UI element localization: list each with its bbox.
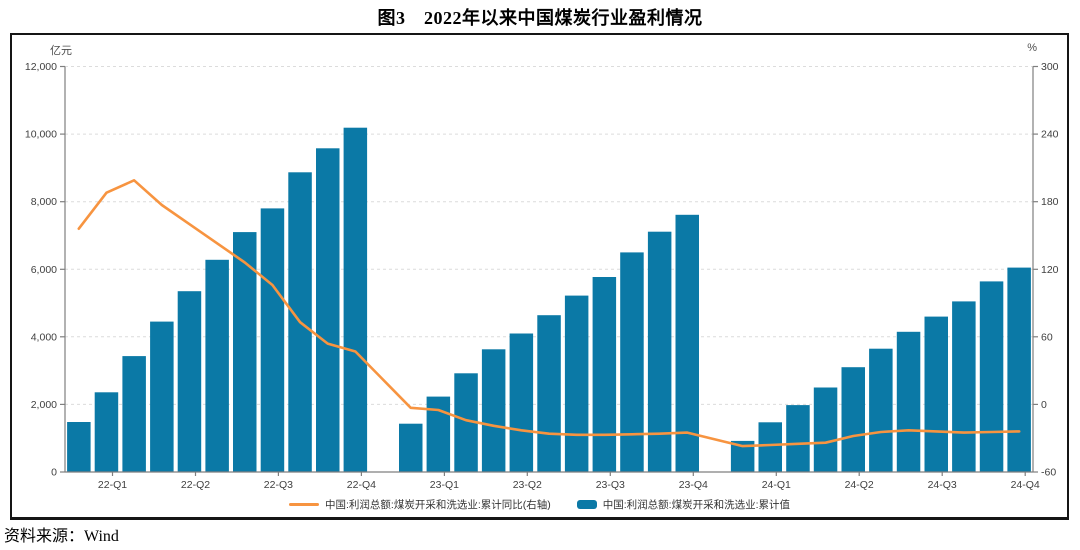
right-axis-tick-label: 0 [1041,399,1047,411]
x-axis-tick-label: 23-Q2 [513,479,542,491]
bar [869,348,893,472]
bar [150,321,174,472]
bar [260,208,285,472]
bar [316,148,340,473]
source-note: 资料来源：Wind [4,528,119,545]
bar [813,387,838,472]
left-axis-tick-label: 0 [51,467,57,479]
left-axis-tick-label: 6,000 [31,264,57,276]
bar [177,291,202,472]
x-axis-tick-label: 23-Q4 [679,479,708,491]
right-axis-tick-label: 240 [1041,129,1059,141]
profit-growth-line [77,179,1021,448]
x-axis-tick-label: 24-Q4 [1011,479,1040,491]
bar [122,356,146,472]
bar [67,422,91,472]
bar [564,295,589,472]
x-axis-tick-label: 24-Q3 [928,479,957,491]
bar [94,392,119,472]
x-axis-tick-label: 22-Q2 [181,479,210,491]
chart-legend: 中国:利润总额:煤炭开采和洗选业:累计同比(右轴) 中国:利润总额:煤炭开采和洗… [12,497,1067,512]
legend-label-line: 中国:利润总额:煤炭开采和洗选业:累计同比(右轴) [324,499,551,511]
x-axis-tick-label: 24-Q2 [845,479,874,491]
bar [537,315,561,472]
chart-title: 图3 2022年以来中国煤炭行业盈利情况 [377,8,703,28]
left-axis-tick-label: 2,000 [31,399,57,411]
combo-chart-plot: 0 2,000 4,000 6,000 8,000 10,000 12,000 -60 0 60 1… [25,61,1059,491]
right-axis-tick-label: -60 [1041,467,1056,479]
legend-item-line: 中国:利润总额:煤炭开采和洗选业:累计同比(右轴) [288,497,551,512]
bar [730,440,755,472]
left-axis-tick-label: 10,000 [25,129,57,141]
bar [426,396,451,472]
bar [952,301,976,472]
bar-series-swatch-icon [576,500,597,509]
bar [205,259,229,472]
bar [343,127,368,472]
legend-label-bar: 中国:利润总额:煤炭开采和洗选业:累计值 [602,499,790,511]
x-axis-tick-label: 22-Q4 [347,479,376,491]
bar [481,349,506,472]
legend-item-bar: 中国:利润总额:煤炭开采和洗选业:累计值 [576,497,790,512]
bar [647,231,672,472]
right-axis-tick-label: 180 [1041,196,1059,208]
bar [399,423,423,472]
right-axis-tick-label: 60 [1041,331,1053,343]
bar [509,333,534,472]
bar [896,331,921,472]
bar [758,422,782,472]
right-axis-tick-label: 120 [1041,264,1059,276]
bar [454,373,478,472]
right-axis-unit-label: % [1027,42,1037,54]
x-axis-tick-label: 23-Q3 [596,479,625,491]
bar [979,281,1004,472]
bar [233,232,257,472]
right-axis-tick-label: 300 [1041,61,1059,73]
x-axis-tick-label: 24-Q1 [762,479,791,491]
left-axis-unit-label: 亿元 [50,45,72,57]
line-series-swatch-icon [288,503,319,506]
chart-frame: 亿元 % 0 2,000 4,000 6,000 8,000 10,000 12,000 -6… [10,33,1069,520]
left-axis-tick-label: 8,000 [31,196,57,208]
left-axis-tick-label: 4,000 [31,331,57,343]
x-axis-tick-label: 22-Q1 [98,479,127,491]
left-axis-tick-label: 12,000 [25,61,57,73]
bar [841,367,865,472]
x-axis-tick-label: 23-Q1 [430,479,459,491]
x-axis-tick-label: 22-Q3 [264,479,293,491]
bar [924,316,948,472]
bar [675,214,699,473]
bar [592,277,617,472]
bar [620,252,644,472]
bar [786,405,810,472]
bar [1007,267,1031,472]
